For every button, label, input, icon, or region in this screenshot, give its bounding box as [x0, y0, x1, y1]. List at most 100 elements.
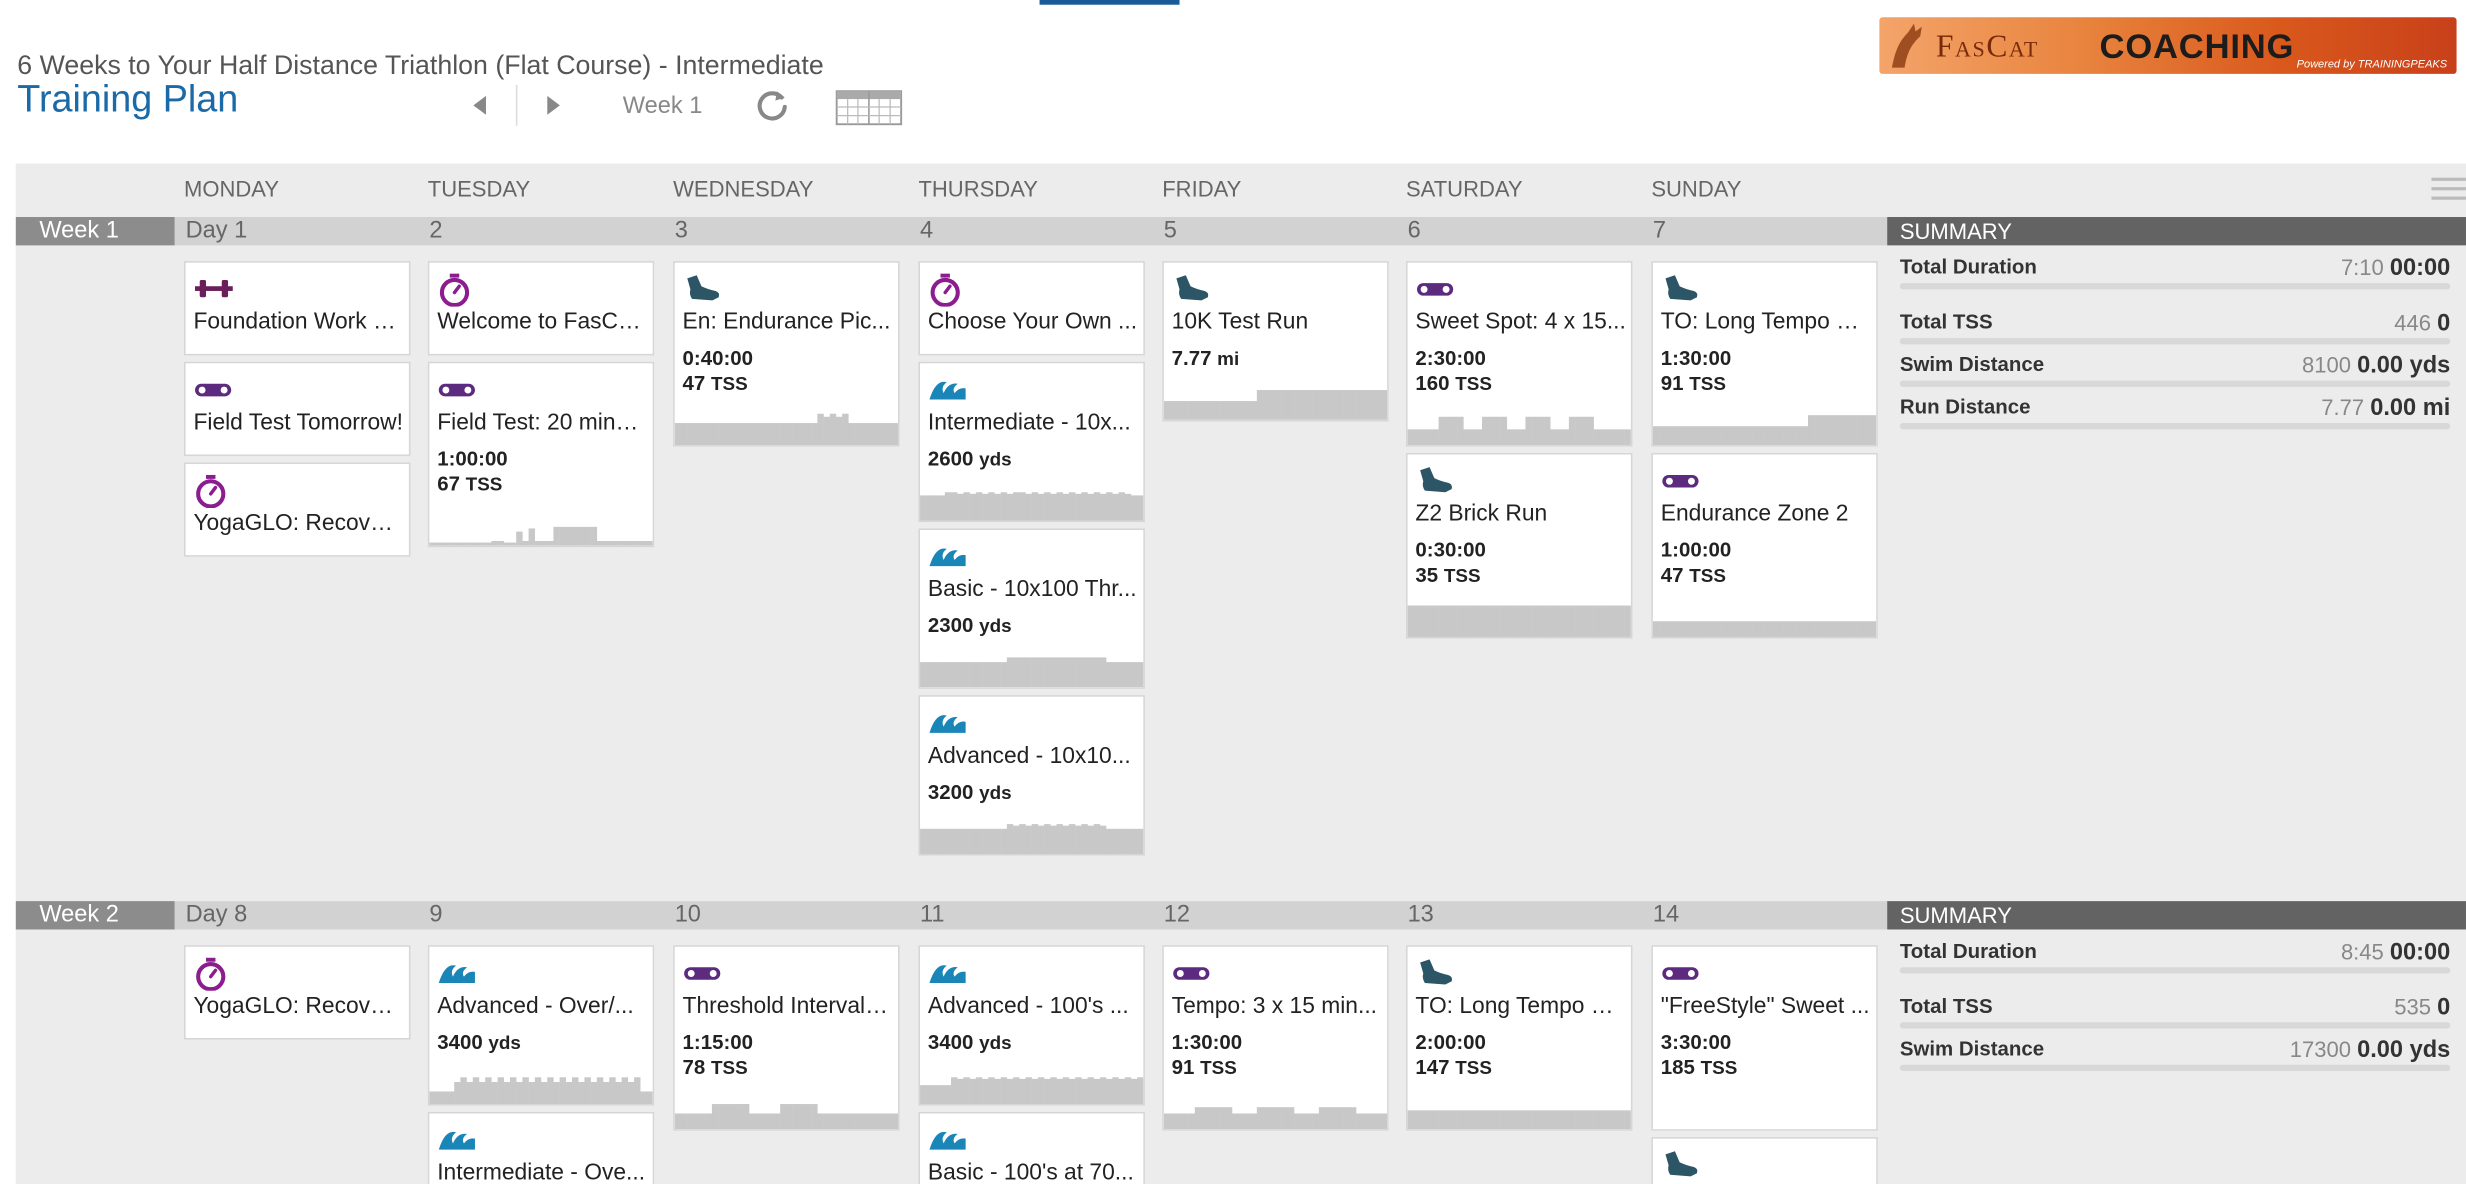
- graph-bar: [447, 542, 455, 546]
- workout-card[interactable]: Field Test Tomorrow!: [184, 361, 411, 457]
- workout-card[interactable]: Threshold Intervals... 1:15:00 78 TSS: [673, 945, 900, 1131]
- workout-card[interactable]: "FreeStyle" Sweet ... 3:30:00 185 TSS: [1651, 945, 1878, 1131]
- graph-bar: [920, 495, 927, 521]
- workout-distance: 3400 yds: [928, 1030, 1012, 1054]
- graph-bar: [1130, 828, 1138, 854]
- graph-bar: [1062, 1077, 1070, 1105]
- tss-unit: TSS: [1455, 1056, 1492, 1079]
- workout-card[interactable]: TO: Long Tempo R... 2:00:00 147 TSS: [1405, 945, 1633, 1131]
- day-number: 10: [674, 901, 701, 928]
- workout-card[interactable]: Tempo: 3 x 15 min... 1:30:00 91 TSS: [1162, 945, 1389, 1131]
- graph-bar: [1169, 1113, 1177, 1130]
- graph-bar: [1407, 605, 1414, 637]
- previous-week-icon[interactable]: [466, 91, 494, 119]
- graph-bar: [1419, 605, 1427, 637]
- refresh-icon[interactable]: [755, 88, 790, 123]
- graph-bar: [1124, 493, 1132, 521]
- graph-bar: [528, 528, 536, 546]
- bike-icon: [1662, 474, 1699, 488]
- workout-card[interactable]: En: Endurance Pic... 0:40:00 47 TSS: [673, 261, 900, 447]
- workout-card[interactable]: YogaGLO: Recover...: [184, 945, 411, 1040]
- graph-bar: [1137, 1077, 1144, 1105]
- workout-card[interactable]: Sweet Spot: 4 x 15... 2:30:00 160 TSS: [1405, 261, 1633, 447]
- workout-duration: 0:40:00: [682, 345, 754, 370]
- graph-bar: [1714, 621, 1722, 637]
- graph-bar: [1025, 493, 1032, 521]
- graph-bar: [951, 492, 958, 521]
- graph-bar: [441, 1091, 449, 1105]
- workout-structure-graph: [1407, 605, 1631, 637]
- workout-structure-graph: [674, 413, 899, 446]
- graph-bar: [1013, 492, 1020, 521]
- workout-card[interactable]: Basic - 100's at 70...: [918, 1111, 1145, 1184]
- graph-bar: [1426, 429, 1433, 446]
- graph-bar: [1337, 390, 1344, 420]
- calendar-icon[interactable]: [835, 86, 903, 126]
- tss-value: 160: [1415, 371, 1450, 395]
- menu-icon[interactable]: [2431, 176, 2466, 201]
- swim-icon: [929, 965, 966, 983]
- tss-value: 147: [1415, 1055, 1450, 1079]
- workout-card[interactable]: 10K Test Run 7.77 mi: [1162, 261, 1389, 422]
- graph-bar: [944, 1085, 952, 1105]
- graph-bar: [1062, 493, 1070, 521]
- workout-card[interactable]: Z2 Brick Run: [1651, 1137, 1878, 1184]
- graph-bar: [1506, 1110, 1514, 1130]
- workout-card[interactable]: Basic - 10x100 Thr... 2300 yds: [918, 528, 1145, 689]
- graph-bar: [755, 1113, 762, 1130]
- workout-card[interactable]: Advanced - 100's ... 3400 yds: [918, 945, 1145, 1106]
- graph-bar: [982, 493, 989, 521]
- graph-bar: [646, 541, 653, 546]
- tss-unit: TSS: [1443, 564, 1481, 587]
- graph-bar: [559, 1077, 567, 1105]
- workout-title: Basic - 100's at 70...: [927, 1160, 1134, 1184]
- graph-bar: [1037, 825, 1045, 854]
- graph-bar: [1075, 1077, 1082, 1105]
- distance-unit: yds: [979, 614, 1012, 637]
- workout-card[interactable]: Advanced - Over/... 3400 yds: [427, 945, 655, 1106]
- workout-card[interactable]: Endurance Zone 2 1:00:00 47 TSS: [1651, 452, 1878, 639]
- workout-card[interactable]: Field Test: 20 minuter 1:00:00 67 TSS: [427, 361, 655, 548]
- day-number: 9: [429, 901, 443, 928]
- workout-distance: 3400 yds: [437, 1030, 521, 1054]
- graph-bar: [1306, 390, 1313, 420]
- graph-bar: [553, 526, 560, 546]
- graph-bar: [1444, 416, 1452, 446]
- graph-bar: [1112, 493, 1119, 521]
- workout-card[interactable]: Z2 Brick Run 0:30:00 35 TSS: [1405, 452, 1633, 639]
- graph-bar: [829, 1113, 837, 1130]
- day-header: MONDAY: [184, 176, 280, 202]
- graph-bar: [1513, 429, 1520, 446]
- graph-bar: [730, 423, 737, 446]
- graph-bar: [1275, 390, 1282, 420]
- graph-bar: [823, 416, 831, 446]
- workout-card[interactable]: Welcome to FasCa...: [427, 261, 655, 356]
- graph-bar: [1019, 824, 1026, 854]
- graph-bar: [860, 423, 868, 446]
- graph-bar: [920, 1085, 927, 1105]
- workout-tss: 91 TSS: [1661, 371, 1726, 395]
- next-week-icon[interactable]: [539, 91, 567, 119]
- graph-bar: [1690, 426, 1697, 446]
- graph-bar: [926, 1085, 933, 1105]
- workout-title: Field Test Tomorrow!: [193, 410, 403, 436]
- nav-divider: [515, 84, 518, 126]
- graph-bar: [565, 1082, 573, 1105]
- graph-bar: [1244, 401, 1251, 420]
- graph-bar: [1839, 415, 1846, 446]
- graph-bar: [1469, 1110, 1477, 1130]
- graph-bar: [873, 423, 880, 446]
- workout-tss: 67 TSS: [437, 472, 502, 496]
- workout-card[interactable]: Foundation Work a...: [184, 261, 411, 356]
- workout-card[interactable]: YogaGLO: Recover...: [184, 462, 411, 557]
- workout-card[interactable]: Intermediate - Ove...: [427, 1111, 655, 1184]
- workout-card[interactable]: Advanced - 10x10... 3200 yds: [918, 695, 1145, 856]
- graph-bar: [680, 423, 688, 446]
- workout-card[interactable]: Choose Your Own ...: [918, 261, 1145, 356]
- graph-bar: [842, 413, 849, 446]
- workout-card[interactable]: TO: Long Tempo Run 1:30:00 91 TSS: [1651, 261, 1878, 447]
- graph-bar: [711, 423, 719, 446]
- workout-card[interactable]: Intermediate - 10x... 2600 yds: [918, 361, 1145, 523]
- graph-bar: [848, 1113, 855, 1130]
- graph-bar: [1544, 1110, 1551, 1130]
